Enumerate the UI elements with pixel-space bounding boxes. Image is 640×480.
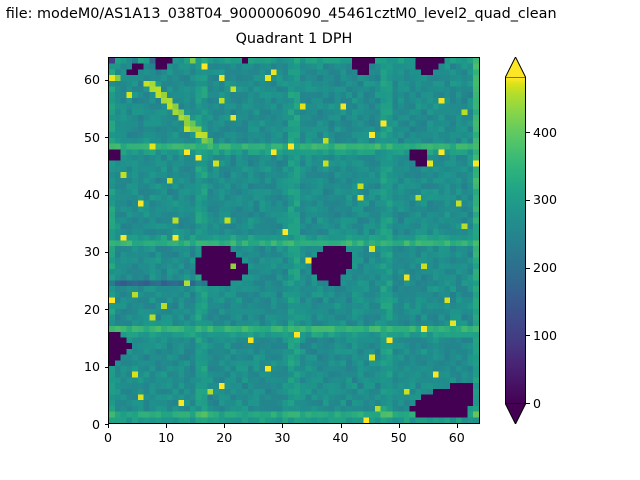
y-axis-tick-label: 60 xyxy=(83,72,100,88)
x-axis-tick-label: 0 xyxy=(103,430,112,445)
y-axis-tick-label: 10 xyxy=(83,359,100,375)
figure-suptitle: n file: modeM0/AS1A13_038T04_9000006090_… xyxy=(0,4,640,24)
x-axis-tick xyxy=(398,424,400,428)
figure-suptitle-text: n file: modeM0/AS1A13_038T04_9000006090_… xyxy=(0,6,557,22)
y-axis-tick-label: 0 xyxy=(91,416,100,432)
colorbar-tick-label: 100 xyxy=(533,327,558,343)
x-axis-tick xyxy=(340,424,342,428)
colorbar xyxy=(505,57,526,424)
x-axis-tick-label: 30 xyxy=(274,430,291,445)
y-axis-tick xyxy=(104,251,108,253)
y-axis-tick xyxy=(104,194,108,196)
x-axis-tick-label: 40 xyxy=(332,430,349,445)
x-axis-tick xyxy=(108,424,109,428)
x-axis-tick xyxy=(282,424,284,428)
y-axis-tick xyxy=(104,424,108,425)
x-axis-tick-label: 10 xyxy=(158,430,175,445)
x-axis-tick xyxy=(456,424,458,428)
heatmap-image xyxy=(109,58,479,423)
y-axis-tick-label: 30 xyxy=(83,244,100,260)
colorbar-tick xyxy=(526,403,530,404)
y-axis-tick-label: 50 xyxy=(83,129,100,145)
colorbar-tick xyxy=(526,267,530,269)
y-axis-tick-label: 20 xyxy=(83,301,100,317)
colorbar-tick-label: 0 xyxy=(533,395,542,411)
x-axis-tick-label: 50 xyxy=(390,430,407,445)
colorbar-extend-top-outline xyxy=(505,57,526,78)
colorbar-tick-label: 300 xyxy=(533,192,558,208)
y-axis-tick xyxy=(104,366,108,368)
x-axis-tick xyxy=(166,424,168,428)
x-axis-tick xyxy=(224,424,226,428)
x-axis-tick-label: 20 xyxy=(216,430,233,445)
heatmap-axes xyxy=(108,57,480,424)
y-axis-tick xyxy=(104,79,108,81)
y-axis-tick-label: 40 xyxy=(83,187,100,203)
colorbar-tick xyxy=(526,199,530,201)
colorbar-tick-label: 400 xyxy=(533,124,558,140)
y-axis-tick xyxy=(104,137,108,139)
colorbar-gradient xyxy=(505,78,526,403)
axes-title: Quadrant 1 DPH xyxy=(235,31,353,47)
colorbar-extend-bottom-outline xyxy=(505,403,526,424)
colorbar-tick xyxy=(526,132,530,134)
x-axis-tick-label: 60 xyxy=(448,430,465,445)
y-axis-tick xyxy=(104,309,108,311)
colorbar-tick xyxy=(526,335,530,337)
colorbar-tick-label: 200 xyxy=(533,260,558,276)
